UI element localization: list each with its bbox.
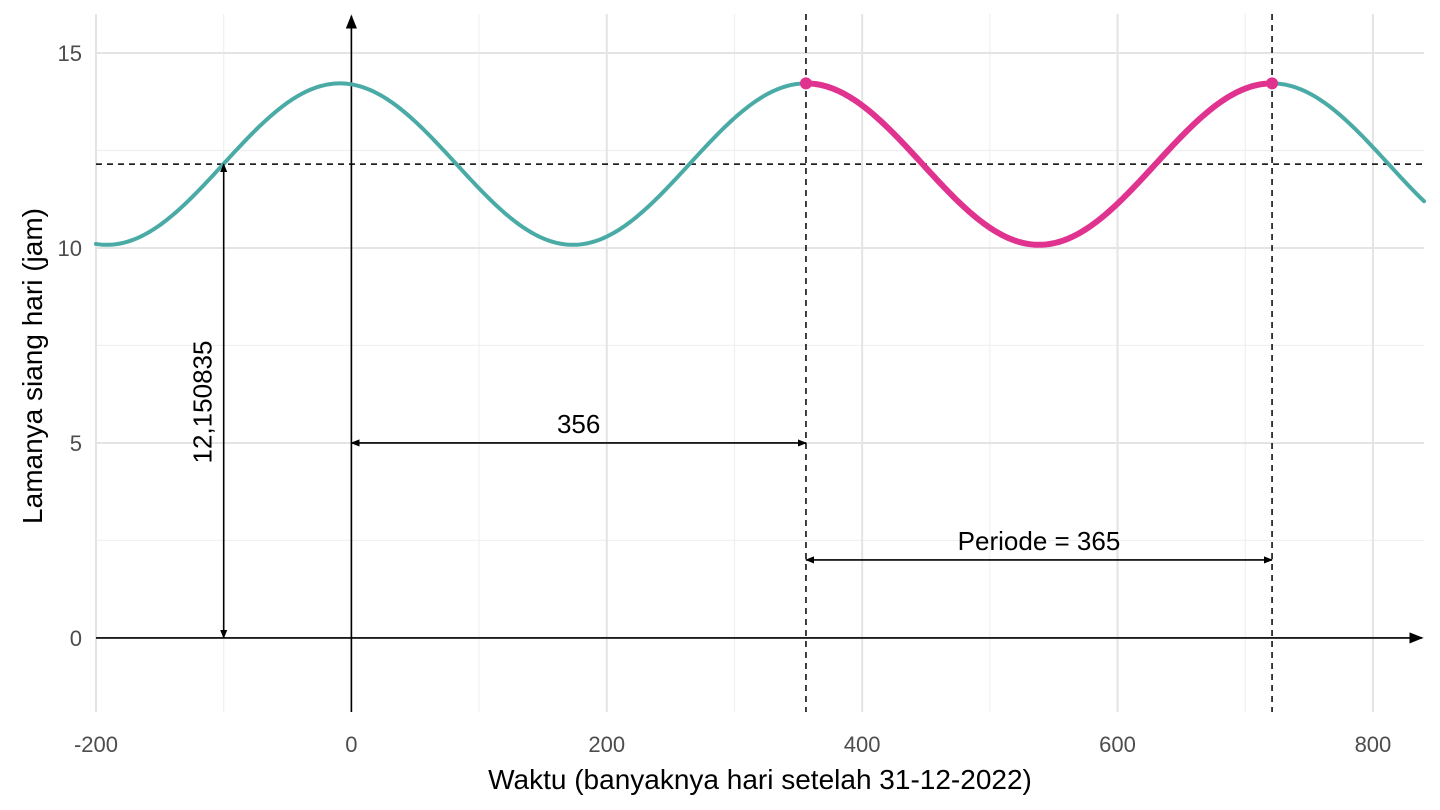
tick-labels: -200 0 200 400 600 800 0 5 10 15 [58,41,1392,757]
data-point [799,77,812,90]
x-tick-label: 600 [1099,732,1136,757]
x-tick-label: -200 [74,732,118,757]
x-tick-label: 200 [588,732,625,757]
series-line-highlight [802,80,1274,248]
y-axis-title: Lamanya siang hari (jam) [17,208,48,524]
x-tick-label: 400 [844,732,881,757]
annotation-label: 12,150835 [188,341,218,464]
x-tick-label: 0 [345,732,357,757]
curves [94,77,1426,248]
y-tick-label: 0 [70,626,82,651]
data-point [1266,77,1279,90]
y-tick-label: 10 [58,236,82,261]
axes [96,14,1424,712]
y-tick-label: 15 [58,41,82,66]
grid-layer [95,14,1424,712]
y-tick-label: 5 [70,431,82,456]
annotations: 356 Periode = 365 12,150835 [188,163,1273,639]
x-tick-label: 800 [1355,732,1392,757]
annotation-label: Periode = 365 [958,526,1121,556]
annotation-label: 356 [557,409,600,439]
reference-lines [96,14,1424,712]
x-axis-title: Waktu (banyaknya hari setelah 31-12-2022… [488,764,1032,795]
